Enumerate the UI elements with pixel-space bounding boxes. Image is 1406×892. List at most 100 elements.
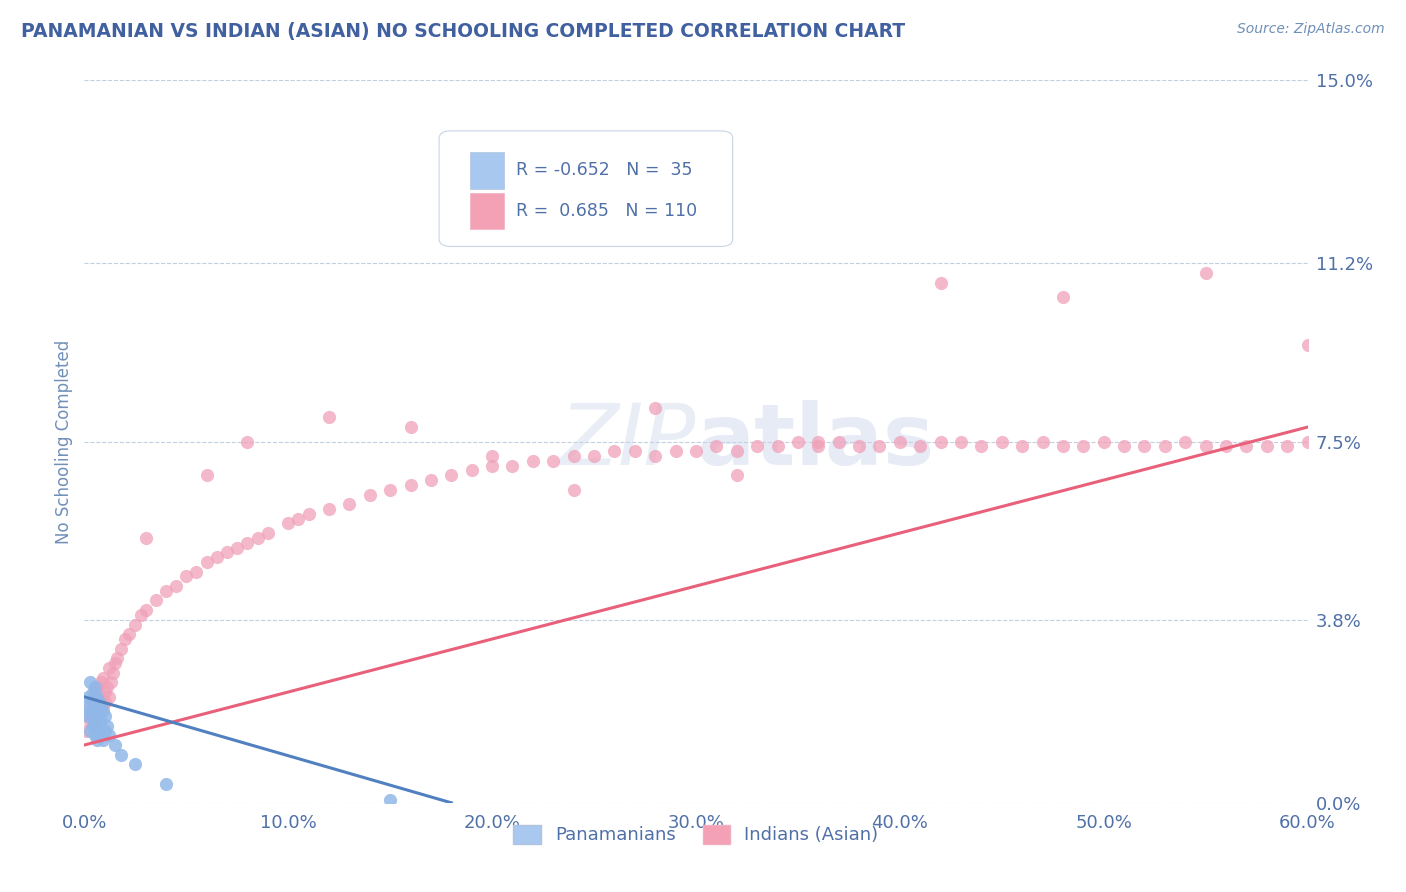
Point <box>83 685 105 699</box>
Point <box>83 714 105 728</box>
Point <box>236 535 259 549</box>
Point <box>287 511 309 525</box>
Point <box>318 502 340 516</box>
Point <box>96 719 118 733</box>
Point <box>399 420 422 434</box>
Point <box>86 680 108 694</box>
Point <box>97 728 120 742</box>
Point <box>91 704 114 718</box>
Point <box>1195 266 1218 280</box>
Point <box>380 483 402 497</box>
Point <box>79 675 101 690</box>
Point <box>246 531 269 545</box>
Point <box>787 434 810 449</box>
Point <box>77 709 100 723</box>
Point <box>97 661 120 675</box>
Point <box>86 709 108 723</box>
Point <box>257 526 280 541</box>
Point <box>110 641 132 656</box>
Point <box>131 607 153 622</box>
Point <box>543 454 565 468</box>
Point <box>104 738 127 752</box>
Point <box>75 699 97 714</box>
Point <box>644 401 666 415</box>
Point <box>155 583 177 598</box>
Point <box>277 516 299 531</box>
Point <box>77 709 100 723</box>
Point <box>991 434 1014 449</box>
Point <box>82 709 104 723</box>
Point <box>82 704 104 718</box>
Point <box>82 695 104 709</box>
Point <box>562 483 585 497</box>
Point <box>87 704 110 718</box>
Point <box>502 458 524 473</box>
Point <box>929 276 952 290</box>
Point <box>1011 439 1033 453</box>
Text: R =  0.685   N = 110: R = 0.685 N = 110 <box>516 202 697 220</box>
Text: Source: ZipAtlas.com: Source: ZipAtlas.com <box>1237 22 1385 37</box>
Point <box>135 531 157 545</box>
Point <box>82 719 104 733</box>
Point <box>706 439 728 453</box>
Point <box>79 714 101 728</box>
Point <box>91 733 114 747</box>
Point <box>124 757 146 772</box>
Point <box>82 685 104 699</box>
Text: ZIP: ZIP <box>560 400 696 483</box>
Point <box>807 434 830 449</box>
Point <box>624 444 647 458</box>
Point <box>1114 439 1136 453</box>
Point <box>87 695 110 709</box>
Point <box>145 593 167 607</box>
Point <box>83 680 105 694</box>
Point <box>522 454 544 468</box>
Point <box>1296 434 1319 449</box>
Point <box>359 487 381 501</box>
Text: R = -0.652   N =  35: R = -0.652 N = 35 <box>516 161 693 179</box>
Point <box>83 728 105 742</box>
Point <box>83 719 105 733</box>
Point <box>82 690 104 704</box>
FancyBboxPatch shape <box>470 193 503 229</box>
Point <box>104 656 127 670</box>
Point <box>77 690 100 704</box>
Point <box>75 723 97 738</box>
Point <box>725 444 748 458</box>
Point <box>101 665 124 680</box>
Point <box>1052 439 1074 453</box>
Point <box>766 439 789 453</box>
Point <box>86 690 108 704</box>
Point <box>110 747 132 762</box>
Point <box>950 434 973 449</box>
Point <box>747 439 769 453</box>
Point <box>665 444 688 458</box>
Point <box>889 434 911 449</box>
Point <box>93 685 115 699</box>
Point <box>79 704 101 718</box>
Point <box>195 468 218 483</box>
Point <box>562 449 585 463</box>
Point <box>603 444 626 458</box>
Point <box>205 550 228 565</box>
Point <box>298 507 321 521</box>
Text: PANAMANIAN VS INDIAN (ASIAN) NO SCHOOLING COMPLETED CORRELATION CHART: PANAMANIAN VS INDIAN (ASIAN) NO SCHOOLIN… <box>21 22 905 41</box>
Point <box>420 473 443 487</box>
Point <box>114 632 136 646</box>
Point <box>1154 439 1177 453</box>
Point <box>90 728 112 742</box>
FancyBboxPatch shape <box>439 131 733 246</box>
Point <box>848 439 870 453</box>
Point <box>1174 434 1197 449</box>
Point <box>186 565 208 579</box>
Point <box>97 690 120 704</box>
Point <box>100 675 122 690</box>
Point <box>118 627 141 641</box>
Point <box>1236 439 1258 453</box>
Point <box>1296 338 1319 352</box>
Point <box>869 439 891 453</box>
Point <box>644 449 666 463</box>
Point <box>86 704 108 718</box>
Point <box>685 444 707 458</box>
Point <box>83 699 105 714</box>
